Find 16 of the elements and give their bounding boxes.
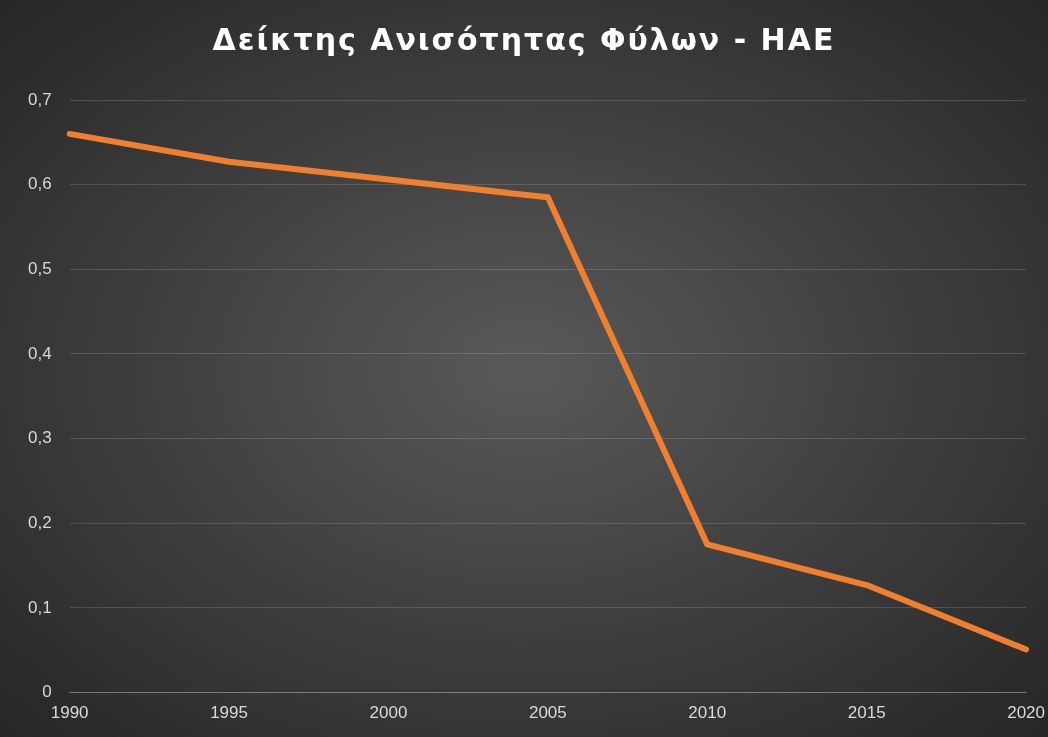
x-tick-label: 1990 — [50, 703, 89, 723]
y-tick-label: 0,3 — [27, 428, 52, 448]
x-tick-label: 2000 — [369, 703, 408, 723]
y-tick-label: 0,6 — [27, 174, 52, 194]
y-tick-label: 0,1 — [27, 597, 52, 617]
x-tick-label: 2010 — [688, 703, 727, 723]
x-tick-label: 1995 — [210, 703, 248, 723]
y-tick-label: 0,5 — [27, 259, 52, 278]
y-tick-label: 0,2 — [27, 512, 52, 532]
y-tick-label: 0 — [42, 682, 52, 702]
x-tick-label: 2020 — [1007, 703, 1045, 723]
chart-title: Δείκτης Ανισότητας Φύλων - ΗΑΕ — [211, 22, 837, 57]
y-tick-label: 0,7 — [27, 89, 52, 109]
x-tick-label: 2005 — [528, 703, 567, 723]
y-tick-label: 0,4 — [27, 343, 52, 363]
x-tick-label: 2015 — [847, 703, 886, 723]
